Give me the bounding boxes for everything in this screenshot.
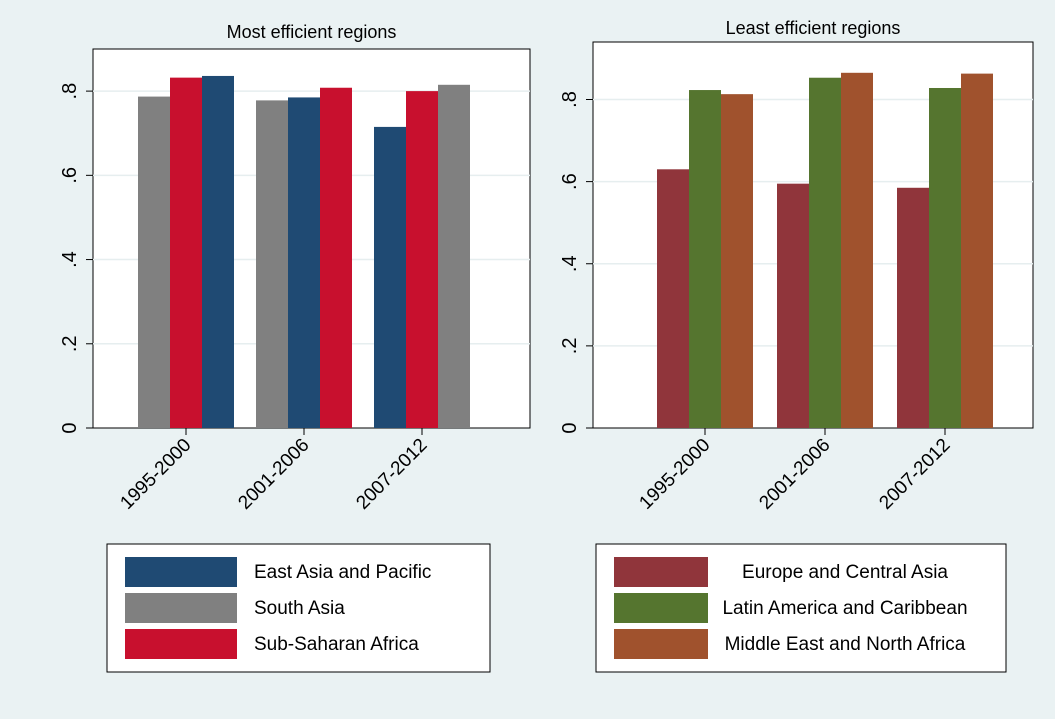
- y-tick-label: .4: [559, 255, 581, 272]
- x-tick-label: 2007-2012: [352, 435, 431, 514]
- legend-swatch: [125, 593, 237, 623]
- y-tick-label: .6: [559, 173, 581, 190]
- legend-swatch: [125, 629, 237, 659]
- bar: [689, 90, 721, 428]
- x-tick-label: 1995-2000: [116, 435, 195, 514]
- y-tick-label: .8: [59, 83, 81, 100]
- chart-title: Least efficient regions: [726, 18, 901, 38]
- bar: [777, 183, 809, 428]
- bar: [288, 97, 320, 428]
- bar: [438, 84, 470, 429]
- y-tick-label: 0: [559, 422, 581, 433]
- bar: [374, 126, 406, 429]
- y-tick-label: 0: [59, 422, 81, 433]
- chart-panel-2: 0 .2 .4 .6 .8 1995-2000 2001-2006 2007-2012 Leas…: [559, 18, 1034, 673]
- chart-title: Most efficient regions: [227, 22, 397, 42]
- bar: [929, 87, 961, 428]
- legend-label: Europe and Central Asia: [742, 562, 948, 583]
- legend-swatch: [614, 557, 708, 587]
- bar: [320, 87, 352, 429]
- bar: [202, 75, 234, 428]
- y-tick-label: .6: [59, 167, 81, 184]
- bar: [406, 91, 438, 428]
- bar: [809, 77, 841, 429]
- x-tick-label: 2001-2006: [234, 435, 313, 514]
- y-tick-label: .2: [59, 335, 81, 352]
- bar: [657, 169, 689, 429]
- legend-label: Middle East and North Africa: [725, 634, 966, 655]
- bar: [961, 73, 993, 429]
- legend-label: Sub-Saharan Africa: [254, 634, 419, 655]
- legend-swatch: [614, 629, 708, 659]
- x-tick-label: 2007-2012: [875, 435, 954, 514]
- bar: [256, 100, 288, 429]
- bar: [138, 96, 170, 428]
- x-tick-label: 1995-2000: [635, 435, 714, 514]
- x-tick-label: 2001-2006: [755, 435, 834, 514]
- y-tick-label: .2: [559, 338, 581, 355]
- bar: [841, 72, 873, 428]
- bar: [170, 77, 202, 428]
- bar: [897, 187, 929, 428]
- chart-panel-1: 0 .2 .4 .6 .8 1995-2000 2001-2006 2007-2012 Most…: [59, 22, 531, 673]
- legend-label: East Asia and Pacific: [254, 562, 431, 583]
- legend-swatch: [614, 593, 708, 623]
- y-tick-label: .4: [59, 251, 81, 268]
- legend-label: South Asia: [254, 598, 345, 619]
- legend-label: Latin America and Caribbean: [722, 598, 967, 619]
- y-tick-label: .8: [559, 91, 581, 108]
- legend-swatch: [125, 557, 237, 587]
- bar: [721, 94, 753, 428]
